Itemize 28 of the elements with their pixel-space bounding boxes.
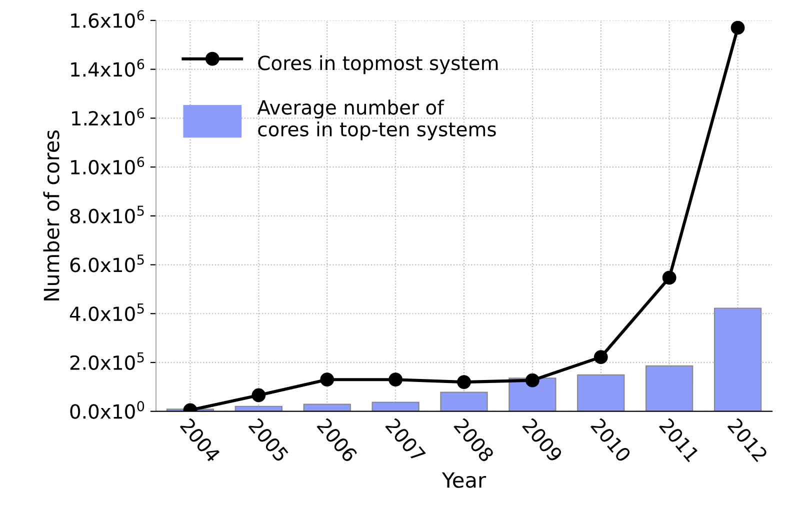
point	[526, 373, 540, 388]
bar	[303, 404, 351, 412]
point	[730, 20, 745, 35]
y-tick-label: 1.4x10$^{6}$	[71, 58, 144, 77]
bar	[440, 392, 488, 412]
y-tick-label: 1.2x10$^{6}$	[72, 108, 144, 126]
bar	[577, 374, 625, 412]
point	[594, 350, 608, 364]
point	[457, 375, 471, 389]
y-axis-title: Number of cores	[43, 130, 60, 300]
y-tick-label: 1.0x10$^{6}$	[71, 156, 144, 175]
y-tick-label: 6.0x10$^{5}$	[70, 254, 144, 272]
point	[252, 388, 266, 402]
y-tick-label: 1.6x10$^{6}$	[71, 10, 144, 28]
point	[662, 270, 676, 285]
y-tick-label: 2.0x10$^{5}$	[70, 352, 144, 370]
point	[320, 372, 334, 387]
legend-label: Average number of cores in top-ten systems	[257, 100, 496, 140]
x-axis-title: Year	[442, 472, 486, 488]
bar	[646, 365, 694, 412]
bar	[714, 308, 762, 412]
y-tick-label: 0.0x10$^{0}$	[70, 401, 144, 419]
point	[388, 372, 402, 387]
y-tick-label: 4.0x10$^{5}$	[70, 304, 144, 322]
bar	[234, 406, 282, 412]
bar	[372, 402, 420, 412]
y-tick-label: 8.0x10$^{5}$	[70, 206, 144, 224]
legend-label: Cores in topmost system	[258, 55, 498, 74]
